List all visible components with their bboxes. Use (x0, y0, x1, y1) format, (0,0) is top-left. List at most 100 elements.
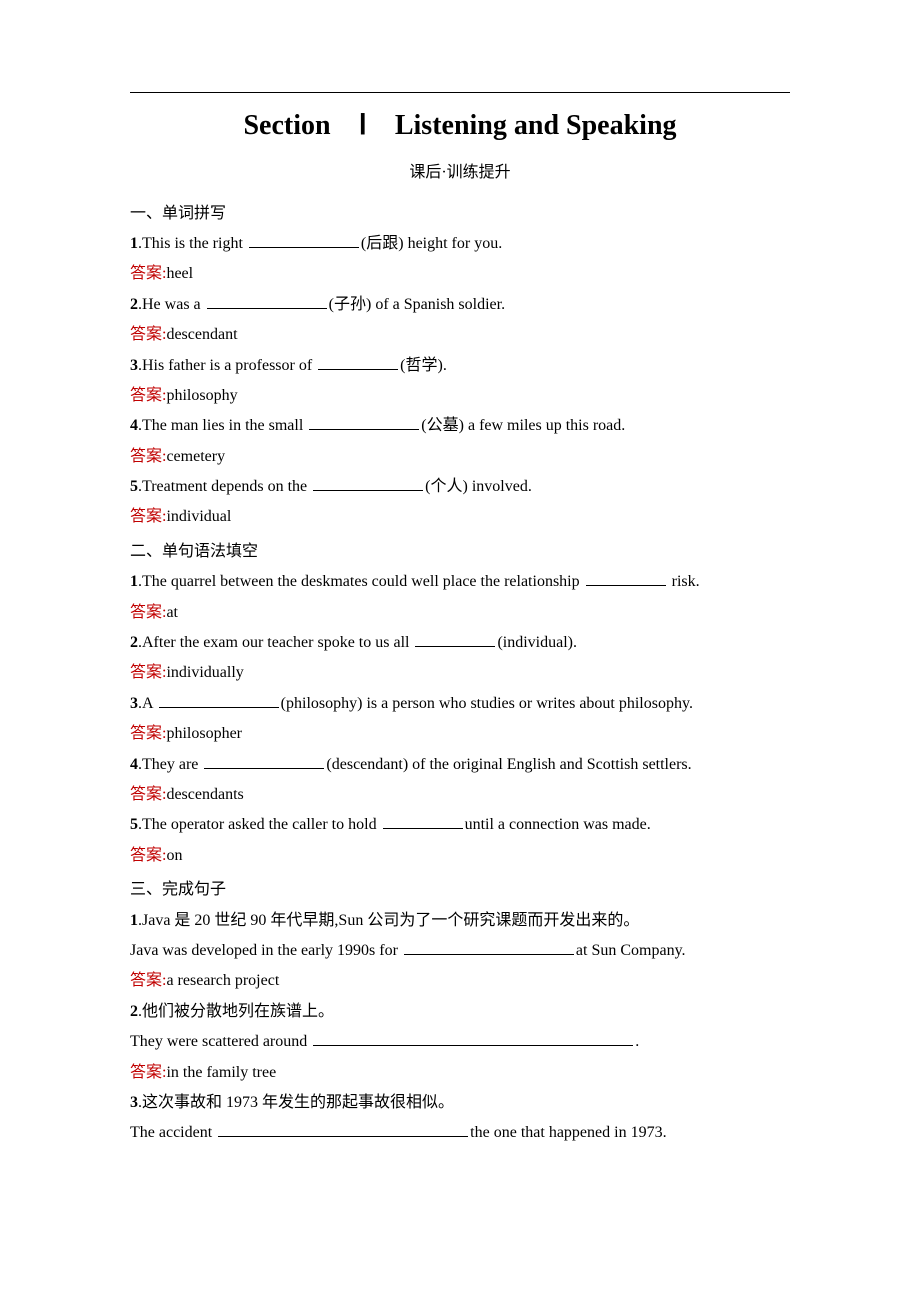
item-hint: (philosophy) (281, 695, 363, 712)
item-post: . (573, 634, 577, 651)
answer-label: 答案: (130, 604, 166, 621)
answer-line: 答案:a research project (130, 966, 790, 996)
item-post: height for you. (404, 235, 503, 252)
answer-label: 答案: (130, 448, 166, 465)
section3-item: 2.他们被分散地列在族谱上。 (130, 997, 790, 1027)
blank (318, 354, 398, 369)
blank (313, 476, 423, 491)
item-hint: (后跟) (361, 235, 404, 252)
item-pre: .A (138, 695, 157, 712)
answer-value: individual (166, 508, 231, 525)
answer-label: 答案: (130, 326, 166, 343)
section3-english: The accident the one that happened in 19… (130, 1118, 790, 1148)
answer-line: 答案:individual (130, 502, 790, 532)
answer-line: 答案:on (130, 841, 790, 871)
answer-label: 答案: (130, 725, 166, 742)
item-hint: (公墓) (421, 417, 464, 434)
section3-english: Java was developed in the early 1990s fo… (130, 936, 790, 966)
item-number: 1 (130, 235, 138, 252)
answer-value: heel (166, 265, 193, 282)
item-number: 1 (130, 912, 138, 929)
item-number: 3 (130, 695, 138, 712)
blank (415, 632, 495, 647)
blank (159, 693, 279, 708)
answer-label: 答案: (130, 387, 166, 404)
answer-line: 答案:philosophy (130, 381, 790, 411)
answer-line: 答案:descendants (130, 780, 790, 810)
blank (404, 940, 574, 955)
section3-item: 3.这次事故和 1973 年发生的那起事故很相似。 (130, 1088, 790, 1118)
item-post: the one that happened in 1973. (470, 1124, 666, 1141)
item-number: 4 (130, 417, 138, 434)
answer-line: 答案:descendant (130, 320, 790, 350)
answer-label: 答案: (130, 972, 166, 989)
item-pre: They were scattered around (130, 1033, 311, 1050)
blank (218, 1122, 468, 1137)
item-number: 3 (130, 1094, 138, 1111)
item-pre: .The operator asked the caller to hold (138, 816, 381, 833)
page-title: Section Ⅰ Listening and Speaking (130, 99, 790, 152)
item-pre: .They are (138, 756, 202, 773)
item-hint: (哲学) (400, 357, 443, 374)
page-subtitle: 课后·训练提升 (130, 158, 790, 188)
answer-value: in the family tree (166, 1064, 276, 1081)
answer-line: 答案:individually (130, 658, 790, 688)
answer-value: philosopher (166, 725, 242, 742)
item-post: risk. (668, 573, 700, 590)
section1-heading: 一、单词拼写 (130, 199, 790, 229)
item-hint: (子孙) (329, 296, 372, 313)
blank (207, 294, 327, 309)
item-post: of a Spanish soldier. (371, 296, 505, 313)
section3-item: 1.Java 是 20 世纪 90 年代早期,Sun 公司为了一个研究课题而开发… (130, 906, 790, 936)
item-hint: (descendant) (326, 756, 408, 773)
item-cjk: .他们被分散地列在族谱上。 (138, 1003, 334, 1020)
item-number: 4 (130, 756, 138, 773)
item-number: 5 (130, 478, 138, 495)
answer-line: 答案:heel (130, 259, 790, 289)
answer-line: 答案:in the family tree (130, 1058, 790, 1088)
section2-item: 5.The operator asked the caller to hold … (130, 810, 790, 840)
blank (309, 415, 419, 430)
section1-item: 2.He was a (子孙) of a Spanish soldier. (130, 290, 790, 320)
item-post: a few miles up this road. (464, 417, 625, 434)
item-number: 3 (130, 357, 138, 374)
item-number: 5 (130, 816, 138, 833)
blank (249, 233, 359, 248)
item-post: of the original English and Scottish set… (408, 756, 692, 773)
section1-item: 1.This is the right (后跟) height for you. (130, 229, 790, 259)
item-pre: .Treatment depends on the (138, 478, 311, 495)
item-number: 2 (130, 1003, 138, 1020)
section1-item: 4.The man lies in the small (公墓) a few m… (130, 411, 790, 441)
section2-item: 3.A (philosophy) is a person who studies… (130, 689, 790, 719)
item-cjk: .这次事故和 1973 年发生的那起事故很相似。 (138, 1094, 454, 1111)
section3-heading: 三、完成句子 (130, 875, 790, 905)
section1-item: 5.Treatment depends on the (个人) involved… (130, 472, 790, 502)
item-post: involved. (468, 478, 532, 495)
answer-label: 答案: (130, 786, 166, 803)
item-hint: (个人) (425, 478, 468, 495)
answer-value: descendant (166, 326, 237, 343)
answer-line: 答案:cemetery (130, 442, 790, 472)
answer-value: at (166, 604, 178, 621)
item-number: 2 (130, 634, 138, 651)
page: Section Ⅰ Listening and Speaking 课后·训练提升… (0, 0, 920, 1209)
item-pre: .He was a (138, 296, 205, 313)
answer-value: on (166, 847, 182, 864)
answer-line: 答案:at (130, 598, 790, 628)
item-pre: .The quarrel between the deskmates could… (138, 573, 584, 590)
item-cjk: .Java 是 20 世纪 90 年代早期,Sun 公司为了一个研究课题而开发出… (138, 912, 639, 929)
item-post: is a person who studies or writes about … (362, 695, 692, 712)
top-rule (130, 92, 790, 93)
answer-label: 答案: (130, 265, 166, 282)
item-number: 2 (130, 296, 138, 313)
item-pre: .After the exam our teacher spoke to us … (138, 634, 413, 651)
answer-value: a research project (166, 972, 279, 989)
section1-item: 3.His father is a professor of (哲学). (130, 351, 790, 381)
item-post: . (635, 1033, 639, 1050)
item-pre: .The man lies in the small (138, 417, 307, 434)
answer-label: 答案: (130, 1064, 166, 1081)
answer-value: cemetery (166, 448, 225, 465)
item-pre: The accident (130, 1124, 216, 1141)
item-post: . (443, 357, 447, 374)
section2-item: 1.The quarrel between the deskmates coul… (130, 567, 790, 597)
